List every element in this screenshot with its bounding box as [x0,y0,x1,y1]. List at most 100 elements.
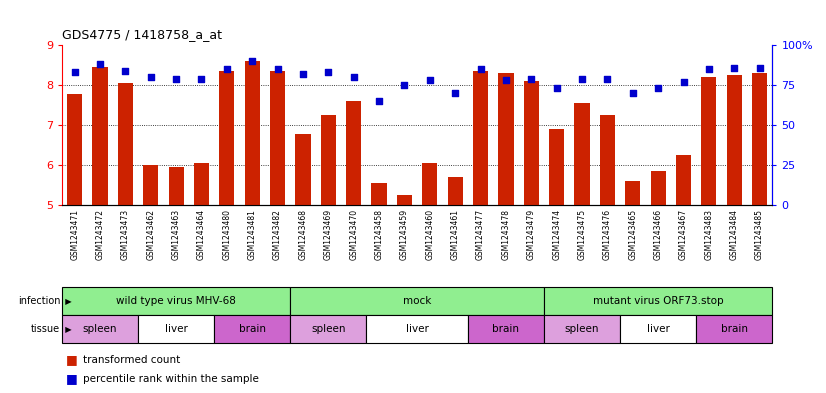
Point [601,75,614,82]
Point [626,90,639,96]
Text: GSM1243477: GSM1243477 [476,209,485,261]
Text: brain: brain [239,324,266,334]
Point [398,82,411,88]
Point [169,75,183,82]
Bar [396,195,412,205]
Text: transformed count: transformed count [83,354,180,365]
Point [93,61,107,68]
Bar [473,71,488,205]
Bar [138,315,214,343]
Text: spleen: spleen [565,324,600,334]
Text: spleen: spleen [83,324,117,334]
Bar [651,171,666,205]
Text: brain: brain [721,324,748,334]
Bar [448,177,463,205]
Point [753,64,767,71]
Text: GSM1243469: GSM1243469 [324,209,333,261]
Bar [600,115,615,205]
Bar [214,315,290,343]
Point [221,66,234,72]
Text: brain: brain [492,324,520,334]
Text: GSM1243466: GSM1243466 [653,209,662,261]
Bar [468,315,544,343]
Point [652,85,665,92]
Point [676,79,690,85]
Text: GSM1243472: GSM1243472 [96,209,105,260]
Bar [524,81,539,205]
Point [347,74,360,80]
Bar [93,67,107,205]
Point [525,75,538,82]
Text: ■: ■ [66,372,78,385]
Text: GSM1243473: GSM1243473 [121,209,130,261]
Text: tissue: tissue [31,324,60,334]
Bar [62,315,138,343]
Text: GSM1243474: GSM1243474 [552,209,561,261]
Bar [290,287,544,315]
Text: mutant virus ORF73.stop: mutant virus ORF73.stop [593,296,724,306]
Bar [422,163,438,205]
Bar [701,77,716,205]
Bar [62,287,290,315]
Text: GSM1243480: GSM1243480 [222,209,231,260]
Bar [367,315,468,343]
Text: spleen: spleen [311,324,345,334]
Bar [752,73,767,205]
Point [449,90,462,96]
Point [728,64,741,71]
Text: ■: ■ [66,353,78,366]
Text: GSM1243482: GSM1243482 [273,209,282,260]
Bar [320,115,336,205]
Text: GSM1243476: GSM1243476 [603,209,612,261]
Bar [270,71,285,205]
Text: GSM1243461: GSM1243461 [451,209,460,260]
Point [576,75,589,82]
Bar [696,315,772,343]
Bar [544,315,620,343]
Text: GSM1243485: GSM1243485 [755,209,764,260]
Bar [194,163,209,205]
Point [271,66,284,72]
Text: GSM1243475: GSM1243475 [577,209,586,261]
Text: GSM1243464: GSM1243464 [197,209,206,261]
Text: ▶: ▶ [60,297,72,306]
Text: GSM1243463: GSM1243463 [172,209,181,261]
Point [702,66,715,72]
Text: GSM1243465: GSM1243465 [629,209,638,261]
Text: GSM1243458: GSM1243458 [374,209,383,260]
Text: GDS4775 / 1418758_a_at: GDS4775 / 1418758_a_at [62,28,222,41]
Bar [549,129,564,205]
Text: GSM1243468: GSM1243468 [298,209,307,260]
Text: GSM1243479: GSM1243479 [527,209,536,261]
Bar [219,71,235,205]
Point [245,58,259,64]
Text: GSM1243483: GSM1243483 [705,209,714,260]
Text: GSM1243471: GSM1243471 [70,209,79,260]
Point [144,74,157,80]
Text: liver: liver [647,324,670,334]
Text: GSM1243459: GSM1243459 [400,209,409,261]
Bar [143,165,159,205]
Text: liver: liver [164,324,188,334]
Text: wild type virus MHV-68: wild type virus MHV-68 [116,296,236,306]
Bar [625,181,640,205]
Point [297,71,310,77]
Bar [727,75,742,205]
Point [423,77,436,83]
Point [119,68,132,74]
Text: ▶: ▶ [60,325,72,334]
Bar [574,103,590,205]
Point [550,85,563,92]
Point [373,98,386,104]
Text: GSM1243470: GSM1243470 [349,209,358,261]
Point [322,69,335,75]
Bar [620,315,696,343]
Point [195,75,208,82]
Text: GSM1243460: GSM1243460 [425,209,434,261]
Text: mock: mock [403,296,431,306]
Text: GSM1243467: GSM1243467 [679,209,688,261]
Bar [290,315,367,343]
Bar [544,287,772,315]
Bar [118,83,133,205]
Text: GSM1243462: GSM1243462 [146,209,155,260]
